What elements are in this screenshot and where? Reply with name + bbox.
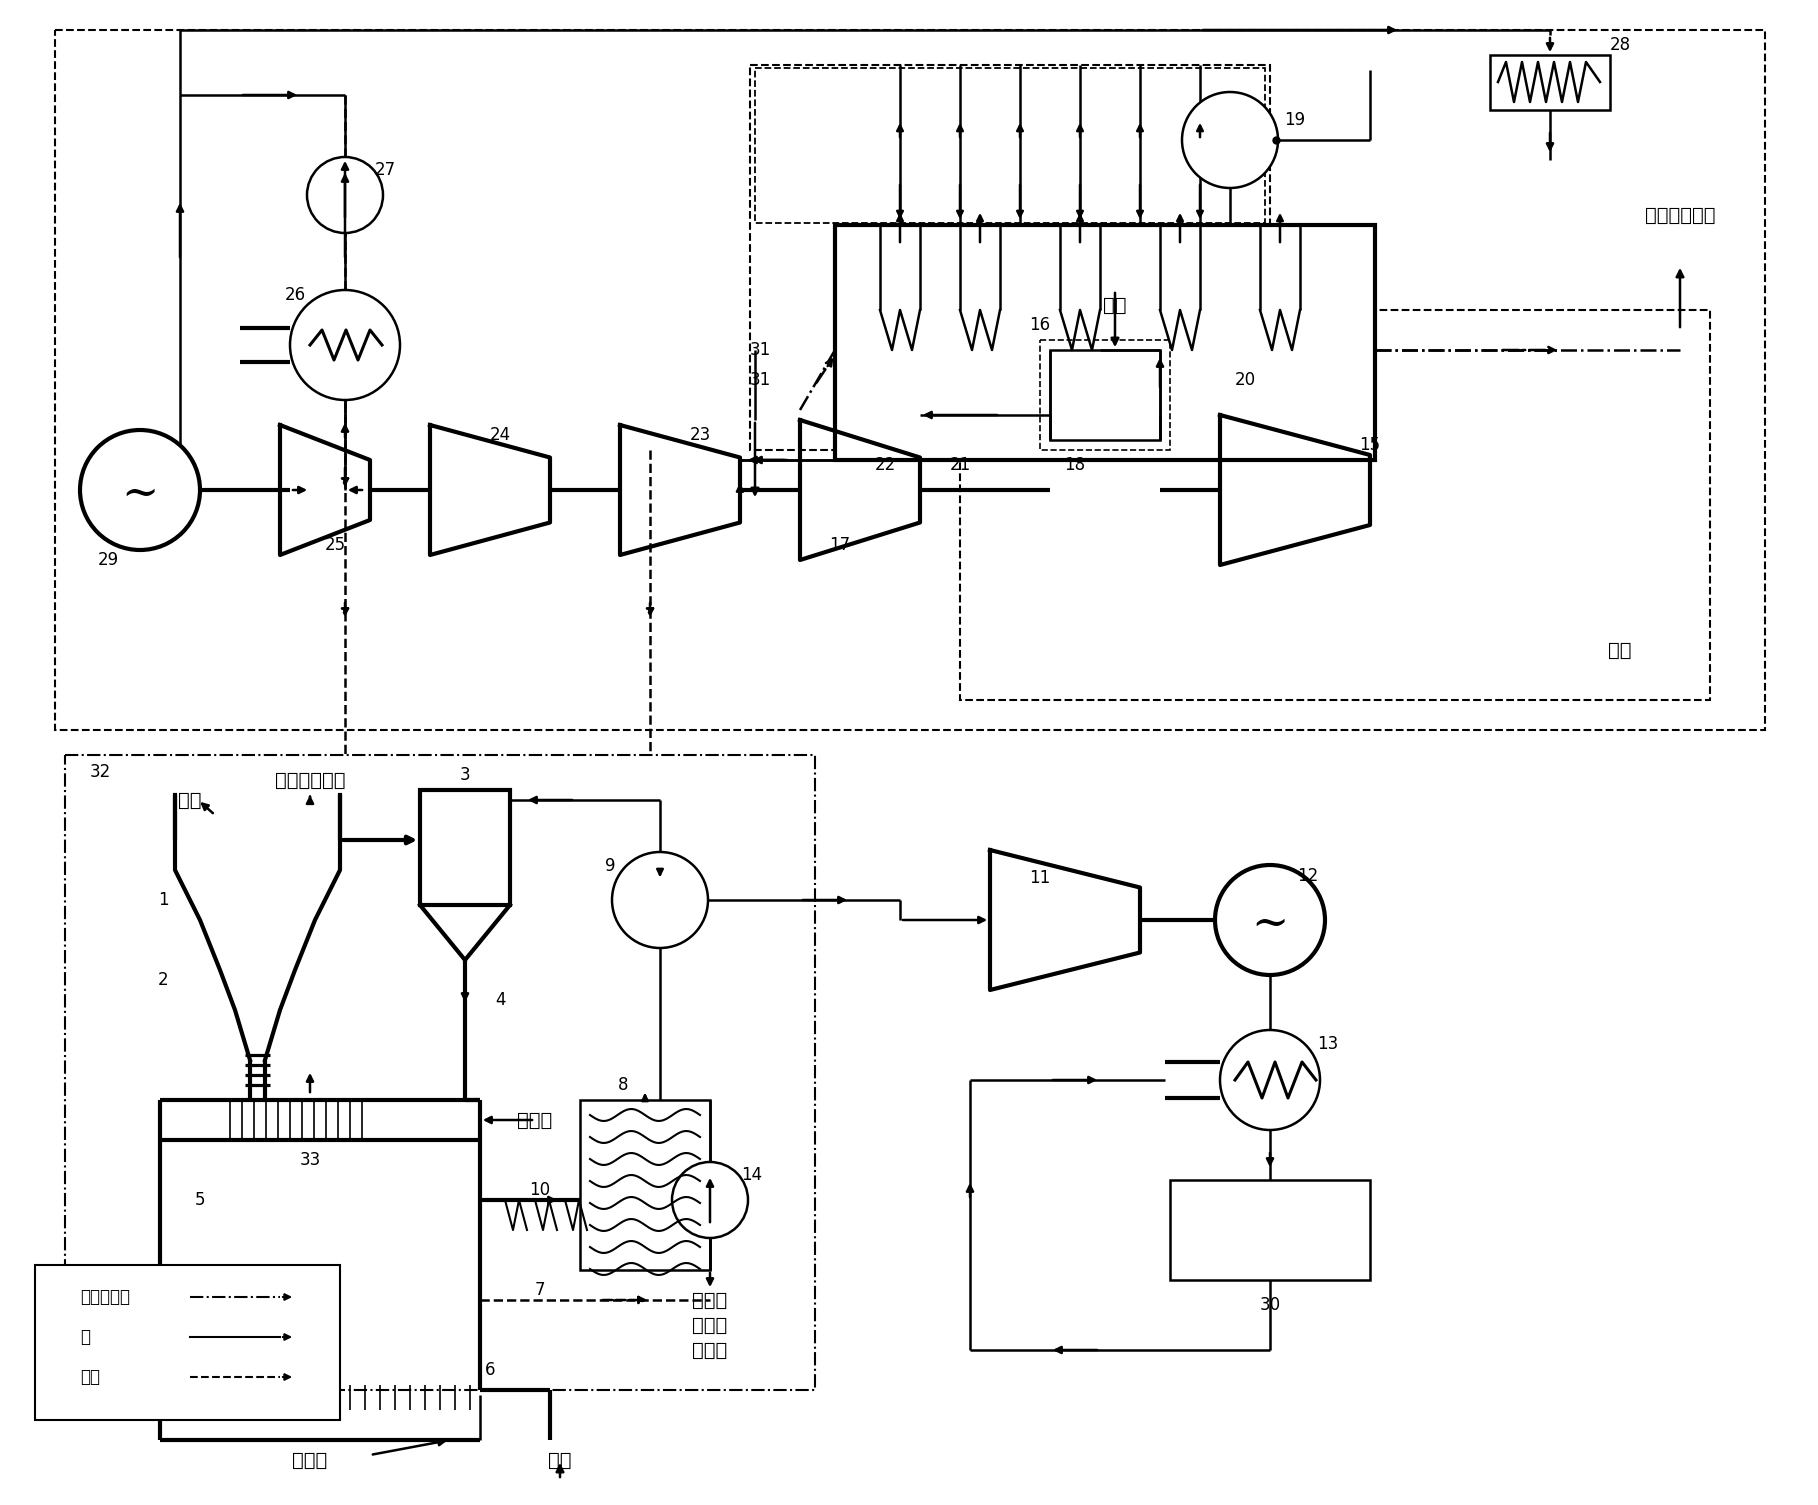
Text: 15: 15 (1360, 436, 1380, 455)
Bar (420, 790, 511, 905)
Text: 9: 9 (605, 856, 614, 874)
Text: 32: 32 (89, 763, 111, 781)
Circle shape (291, 290, 400, 400)
Text: 16: 16 (1029, 316, 1051, 334)
Text: 21: 21 (949, 456, 971, 474)
Text: 13: 13 (1318, 1035, 1338, 1053)
Text: 5: 5 (195, 1190, 205, 1209)
Bar (754, 68, 1265, 223)
Text: 19: 19 (1285, 111, 1305, 129)
Text: 23: 23 (689, 426, 711, 444)
Text: 1: 1 (158, 891, 169, 909)
Text: 24: 24 (489, 426, 511, 444)
Bar (55, 30, 1765, 730)
Text: 烟气经: 烟气经 (693, 1290, 727, 1309)
Circle shape (1220, 1029, 1320, 1130)
Bar (1040, 340, 1171, 450)
Text: 烟气处理设备: 烟气处理设备 (1645, 206, 1714, 224)
Text: ~: ~ (122, 473, 158, 516)
Text: 26: 26 (284, 286, 305, 304)
Text: 蒸汽: 蒸汽 (80, 1368, 100, 1386)
Text: 空气: 空气 (1609, 641, 1633, 659)
Text: 6: 6 (485, 1361, 494, 1379)
Text: 垃圾: 垃圾 (178, 790, 202, 810)
Text: 处理排: 处理排 (693, 1315, 727, 1335)
Bar (834, 226, 1374, 461)
Text: 14: 14 (742, 1166, 762, 1184)
Circle shape (80, 430, 200, 549)
Text: 烟气处理设备: 烟气处理设备 (275, 771, 345, 790)
Text: 29: 29 (98, 551, 118, 569)
Text: 28: 28 (1609, 36, 1631, 54)
Text: 二次风: 二次风 (518, 1111, 553, 1129)
Bar (1491, 56, 1611, 110)
Text: 22: 22 (874, 456, 896, 474)
Text: 10: 10 (529, 1181, 551, 1199)
Text: 30: 30 (1260, 1296, 1280, 1314)
Text: 18: 18 (1064, 456, 1085, 474)
Bar (580, 1100, 711, 1270)
Circle shape (673, 1162, 747, 1239)
Bar (35, 1266, 340, 1421)
Text: 2: 2 (158, 971, 169, 989)
Text: 8: 8 (618, 1076, 629, 1094)
Text: 25: 25 (324, 536, 345, 554)
Text: 7: 7 (534, 1281, 545, 1299)
Bar (1051, 351, 1160, 439)
Bar (751, 65, 1271, 450)
Text: 31: 31 (749, 372, 771, 388)
Text: 12: 12 (1298, 867, 1318, 885)
Text: 入大气: 入大气 (693, 1341, 727, 1359)
Circle shape (1214, 865, 1325, 975)
Text: 水: 水 (80, 1327, 91, 1345)
Circle shape (613, 852, 707, 948)
Text: 燃气和排烟: 燃气和排烟 (80, 1288, 131, 1306)
Text: 废渣: 废渣 (549, 1451, 571, 1469)
Text: 17: 17 (829, 536, 851, 554)
Bar (65, 756, 814, 1391)
Text: ~: ~ (1251, 903, 1289, 945)
Text: 27: 27 (375, 161, 396, 179)
Text: 31: 31 (749, 342, 771, 360)
Text: 33: 33 (300, 1151, 320, 1169)
Text: 11: 11 (1029, 868, 1051, 886)
Text: 3: 3 (460, 766, 471, 784)
Circle shape (1182, 92, 1278, 188)
Text: 一次风: 一次风 (293, 1451, 327, 1469)
Bar (960, 310, 1711, 700)
Text: 20: 20 (1234, 372, 1256, 388)
Text: 燃料: 燃料 (1104, 295, 1127, 315)
Circle shape (307, 157, 384, 233)
Text: 4: 4 (494, 990, 505, 1008)
Bar (1171, 1180, 1371, 1279)
